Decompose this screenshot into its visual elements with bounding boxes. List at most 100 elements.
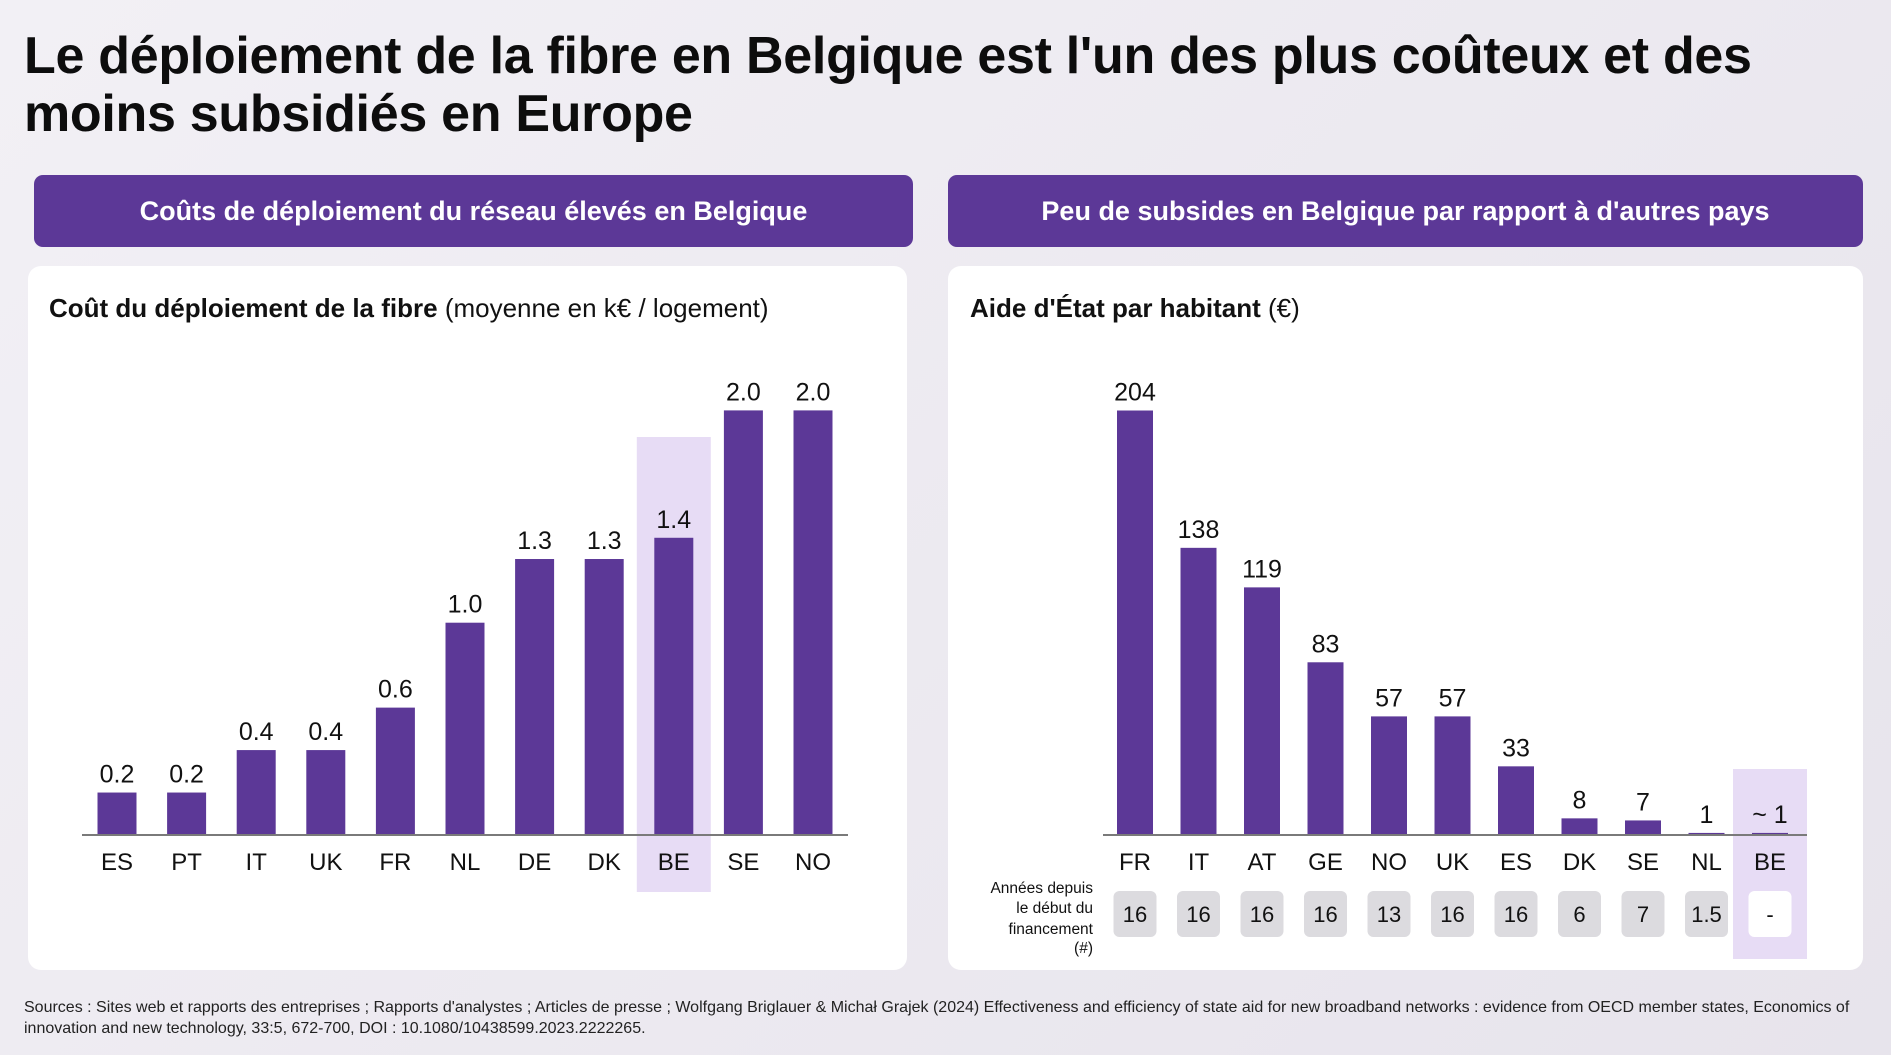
value-label-de: 1.3 bbox=[517, 527, 552, 555]
years-box-nl bbox=[1685, 891, 1728, 937]
chart-1-plot: 0.2 ES 0.2 PT 0.4 IT 0.4 UK 0.6 FR 1.0 NL 1.3 DE 1.3 DK… bbox=[82, 378, 848, 892]
years-value-uk: 16 bbox=[1440, 902, 1464, 927]
bar-it bbox=[1180, 547, 1217, 835]
x-tick-label-se: SE bbox=[727, 849, 759, 876]
x-tick-label-no: NO bbox=[1371, 849, 1407, 876]
x-tick-label-nl: NL bbox=[450, 849, 481, 876]
years-box-be bbox=[1748, 891, 1792, 937]
bar-es bbox=[97, 792, 137, 835]
bar-at bbox=[1244, 587, 1280, 835]
years-box-no bbox=[1367, 891, 1411, 937]
bar-no bbox=[1371, 716, 1407, 835]
value-label-uk: 0.4 bbox=[308, 718, 343, 746]
years-value-es: 16 bbox=[1504, 902, 1528, 927]
value-label-nl: 1.0 bbox=[448, 591, 483, 619]
value-label-pt: 0.2 bbox=[169, 761, 204, 789]
years-since-funding-label: Années depuis le début du financement (#) bbox=[990, 880, 1093, 957]
bar-dk bbox=[584, 559, 624, 835]
bar-pt bbox=[167, 792, 207, 835]
x-tick-label-pt: PT bbox=[171, 849, 202, 876]
page-title-line-2: moins subsidiés en Europe bbox=[24, 85, 693, 143]
x-tick-label-dk: DK bbox=[588, 849, 621, 876]
years-box-es bbox=[1494, 891, 1538, 937]
years-value-at: 16 bbox=[1250, 902, 1274, 927]
value-label-fr: 0.6 bbox=[378, 676, 413, 704]
bar-se bbox=[723, 410, 763, 835]
value-label-be: 1.4 bbox=[656, 506, 691, 534]
x-tick-label-no: NO bbox=[795, 849, 831, 876]
bar-de bbox=[515, 559, 555, 835]
years-box-it bbox=[1177, 891, 1220, 937]
years-label-line: (#) bbox=[1074, 940, 1093, 957]
right-chart-title-unit: (€) bbox=[1268, 293, 1300, 323]
x-tick-label-be: BE bbox=[658, 849, 690, 876]
bar-dk bbox=[1561, 818, 1598, 835]
left-chart-title: Coût du déploiement de la fibre (moyenne… bbox=[49, 292, 769, 324]
years-value-no: 13 bbox=[1377, 902, 1401, 927]
years-label-line: financement bbox=[1009, 921, 1094, 938]
x-tick-label-fr: FR bbox=[379, 849, 411, 876]
bar-fr bbox=[375, 707, 415, 835]
value-label-nl: 1 bbox=[1700, 801, 1714, 829]
years-value-se: 7 bbox=[1637, 902, 1649, 927]
value-label-at: 119 bbox=[1242, 555, 1282, 583]
years-value-be: - bbox=[1766, 902, 1773, 927]
bar-es bbox=[1498, 766, 1534, 835]
years-box-uk bbox=[1431, 891, 1474, 937]
right-chart-title: Aide d'État par habitant (€) bbox=[970, 292, 1300, 324]
x-tick-label-it: IT bbox=[1188, 849, 1210, 876]
value-label-it: 0.4 bbox=[239, 718, 274, 746]
x-tick-label-de: DE bbox=[518, 849, 551, 876]
value-label-uk: 57 bbox=[1439, 684, 1467, 712]
bar-ge bbox=[1307, 662, 1344, 835]
bar-no bbox=[793, 410, 833, 835]
years-label-line: Années depuis bbox=[990, 880, 1093, 897]
years-box-at bbox=[1240, 891, 1284, 937]
value-label-no: 2.0 bbox=[796, 378, 831, 406]
page-title: Le déploiement de la fibre en Belgique e… bbox=[24, 27, 1752, 143]
value-label-se: 7 bbox=[1636, 788, 1650, 816]
left-chart-title-unit: (moyenne en k€ / logement) bbox=[444, 293, 769, 323]
years-value-it: 16 bbox=[1186, 902, 1210, 927]
right-chart-title-main: Aide d'État par habitant bbox=[970, 293, 1261, 323]
value-label-no: 57 bbox=[1375, 684, 1403, 712]
value-label-be: ~ 1 bbox=[1752, 801, 1787, 829]
years-value-ge: 16 bbox=[1313, 902, 1337, 927]
bar-se bbox=[1625, 820, 1661, 835]
bar-uk bbox=[1434, 716, 1471, 835]
value-label-ge: 83 bbox=[1312, 630, 1340, 658]
years-value-dk: 6 bbox=[1573, 902, 1585, 927]
value-label-it: 138 bbox=[1178, 516, 1220, 544]
bar-fr bbox=[1117, 410, 1153, 835]
x-tick-label-dk: DK bbox=[1563, 849, 1596, 876]
x-tick-label-es: ES bbox=[1500, 849, 1532, 876]
x-tick-label-se: SE bbox=[1627, 849, 1659, 876]
years-box-ge bbox=[1304, 891, 1347, 937]
value-label-se: 2.0 bbox=[726, 378, 761, 406]
left-panel-header: Coûts de déploiement du réseau élevés en… bbox=[34, 175, 913, 247]
years-box-dk bbox=[1558, 891, 1601, 937]
x-tick-label-be: BE bbox=[1754, 849, 1786, 876]
bar-nl bbox=[445, 622, 485, 835]
bar-nl bbox=[1688, 832, 1725, 835]
years-label-line: le début du bbox=[1016, 900, 1093, 917]
x-tick-label-at: AT bbox=[1248, 849, 1277, 876]
x-tick-label-nl: NL bbox=[1691, 849, 1722, 876]
years-box-se bbox=[1621, 891, 1665, 937]
x-tick-label-fr: FR bbox=[1119, 849, 1151, 876]
x-tick-label-uk: UK bbox=[1436, 849, 1469, 876]
bar-be bbox=[654, 537, 694, 835]
chart-2-plot: 204 FR 138 IT 119 AT 83 GE 57 NO 57 UK 33 ES 8 DK 7 SE 1 NL… bbox=[990, 379, 1807, 959]
sources-footnote: Sources : Sites web et rapports des entr… bbox=[24, 999, 1850, 1037]
bar-be bbox=[1752, 832, 1788, 835]
value-label-fr: 204 bbox=[1114, 379, 1156, 407]
bar-uk bbox=[306, 750, 346, 835]
years-box-fr bbox=[1113, 891, 1157, 937]
left-chart-title-main: Coût du déploiement de la fibre bbox=[49, 293, 438, 323]
years-value-fr: 16 bbox=[1123, 902, 1147, 927]
x-tick-label-es: ES bbox=[101, 849, 133, 876]
value-label-dk: 8 bbox=[1573, 786, 1587, 814]
page-title-line-1: Le déploiement de la fibre en Belgique e… bbox=[24, 27, 1752, 85]
